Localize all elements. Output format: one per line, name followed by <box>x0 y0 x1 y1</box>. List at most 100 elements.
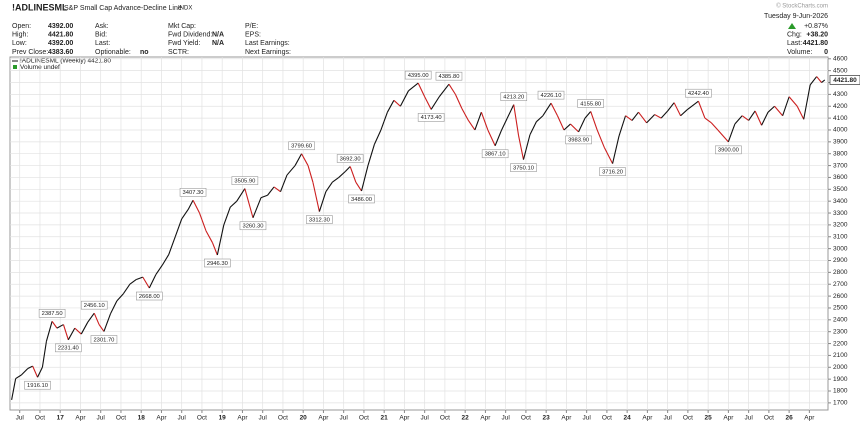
value-label: 4242.40 <box>688 91 709 97</box>
value-label: 3716.20 <box>602 169 623 175</box>
x-tick-label: Jul <box>744 415 753 422</box>
legend-entry: !ADLINESML (Weekly) 4421.80 <box>20 58 111 65</box>
line-segment <box>518 135 525 160</box>
line-segment <box>803 84 811 120</box>
line-segment <box>386 100 395 113</box>
y-tick-label: 2900 <box>833 257 848 264</box>
line-segment <box>448 83 456 95</box>
x-tick-label: Jul <box>16 415 25 422</box>
value-label-box <box>136 291 163 301</box>
y-tick-label: 3400 <box>833 198 848 205</box>
line-segment <box>136 276 144 280</box>
line-segment <box>122 283 131 295</box>
x-tick-label: Apr <box>75 415 86 422</box>
summary-label: Last: <box>787 40 802 47</box>
quote-value: 4392.00 <box>48 40 73 47</box>
value-label: 3750.10 <box>513 165 534 171</box>
y-tick-label: 1700 <box>833 400 848 407</box>
value-label: 2668.00 <box>139 294 160 300</box>
y-tick-label: 4100 <box>833 115 848 122</box>
last-tag-box <box>829 75 860 85</box>
line-segment <box>373 129 382 145</box>
value-label: 4385.80 <box>438 74 459 80</box>
line-segment <box>424 96 432 110</box>
quote-label: Optionable: <box>95 49 131 56</box>
exchange: INDX <box>178 6 192 12</box>
y-tick-label: 4500 <box>833 67 848 74</box>
line-segment <box>267 186 275 196</box>
quote-label: Last: <box>95 40 110 47</box>
line-segment <box>741 115 749 121</box>
y-tick-label: 4000 <box>833 127 848 134</box>
value-label: 2231.40 <box>58 346 79 352</box>
x-tick-label: Apr <box>561 415 572 422</box>
value-label-box <box>239 221 267 231</box>
line-segment <box>821 79 826 83</box>
value-label: 3312.30 <box>309 217 330 223</box>
quote-label: Bid: <box>95 32 107 39</box>
y-tick-label: 3000 <box>833 245 848 252</box>
quote-label: EPS: <box>245 32 261 39</box>
x-tick-label: Jul <box>97 415 106 422</box>
value-label: 2946.30 <box>207 261 228 267</box>
quote-label: Fwd Yield: <box>168 40 200 47</box>
x-tick-label: Oct <box>521 415 531 422</box>
line-segment <box>474 111 482 131</box>
value-label-box <box>577 99 604 108</box>
x-tick-label: Oct <box>359 415 369 422</box>
line-segment <box>74 327 82 335</box>
line-segment <box>625 115 633 121</box>
value-label: 2456.10 <box>84 303 105 309</box>
line-segment <box>646 114 656 124</box>
line-segment <box>236 188 246 202</box>
line-segment <box>41 341 47 368</box>
x-tick-label: Jul <box>421 415 430 422</box>
summary-value: +38.20 <box>806 32 828 39</box>
line-segment <box>211 242 218 256</box>
value-label: 4226.10 <box>541 93 562 99</box>
line-segment <box>816 76 822 83</box>
quote-label: Fwd Dividend: <box>168 32 212 39</box>
chart-title: S&P Small Cap Advance-Decline Line <box>64 5 182 12</box>
line-segment <box>380 111 388 131</box>
value-label-box <box>80 300 108 310</box>
line-segment <box>116 293 124 302</box>
value-label-box <box>204 258 231 268</box>
line-segment <box>223 206 231 226</box>
x-tick-label: Oct <box>440 415 450 422</box>
y-tick-label: 2200 <box>833 340 848 347</box>
line-segment <box>286 165 296 176</box>
value-label: 3260.30 <box>242 224 263 230</box>
volume-swatch <box>13 65 17 69</box>
line-segment <box>680 109 688 117</box>
line-segment <box>109 300 118 315</box>
line-segment <box>506 104 515 119</box>
value-label-box <box>306 215 333 224</box>
line-segment <box>205 230 213 243</box>
quote-value: 4392.00 <box>48 23 73 30</box>
line-segment <box>542 102 552 117</box>
line-segment <box>103 313 111 332</box>
x-tick-label: 25 <box>705 415 713 422</box>
value-label-box <box>715 145 742 155</box>
y-tick-label: 1800 <box>833 388 848 395</box>
x-tick-label: Apr <box>642 415 653 422</box>
line-segment <box>273 186 281 193</box>
line-segment <box>570 123 579 133</box>
value-label-box <box>38 309 66 318</box>
line-segment <box>338 171 346 178</box>
value-label-box <box>288 141 315 151</box>
line-segment <box>727 123 736 143</box>
x-tick-label: Apr <box>723 415 734 422</box>
line-segment <box>590 111 598 131</box>
quote-label: Prev Close: <box>12 49 48 56</box>
y-tick-label: 3200 <box>833 222 848 229</box>
x-tick-label: Oct <box>35 415 45 422</box>
x-tick-label: Jul <box>502 415 511 422</box>
line-segment <box>168 236 176 255</box>
x-tick-label: Jul <box>663 415 672 422</box>
x-tick-label: 26 <box>786 415 794 422</box>
line-segment <box>480 111 489 131</box>
value-label-box <box>435 71 463 81</box>
